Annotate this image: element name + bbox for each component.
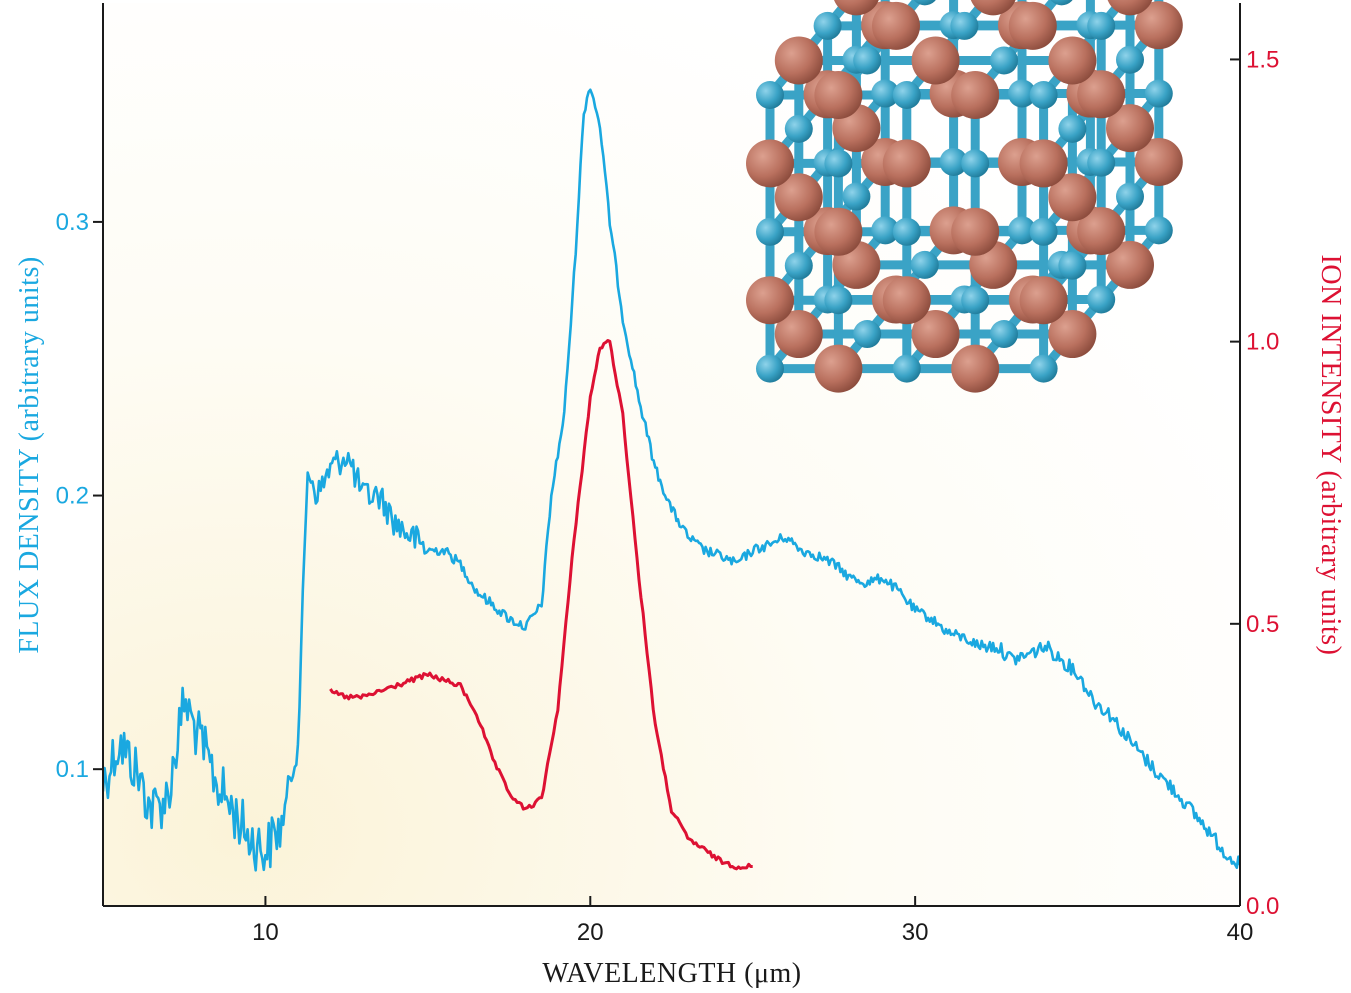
copper-atom xyxy=(834,0,879,16)
copper-atom xyxy=(1134,137,1183,186)
blue-atom xyxy=(939,147,968,176)
copper-atom xyxy=(1048,36,1097,85)
copper-atom xyxy=(1019,139,1068,188)
x-axis-ticks: 10 20 30 40 xyxy=(252,896,1253,946)
x-tick-label: 20 xyxy=(577,919,604,946)
copper-atom xyxy=(911,310,960,359)
right-tick-label: 0.5 xyxy=(1246,611,1279,638)
copper-atom xyxy=(774,36,823,85)
ion-intensity-series xyxy=(329,339,753,871)
blue-atom xyxy=(1087,285,1116,314)
blue-atom xyxy=(1058,251,1087,280)
blue-atom xyxy=(824,149,853,178)
left-axis-ticks: 0.1 0.2 0.3 xyxy=(56,209,103,783)
copper-atom xyxy=(774,173,823,222)
copper-atom xyxy=(970,0,1016,16)
blue-atom xyxy=(756,354,784,383)
blue-atom xyxy=(990,320,1018,349)
right-axis-title: ION INTENSITY (arbitrary units) xyxy=(1315,255,1346,656)
copper-atom xyxy=(1107,0,1153,16)
blue-atom xyxy=(950,11,979,40)
blue-atom xyxy=(961,286,990,315)
copper-atom xyxy=(1106,240,1154,289)
flux-density-series xyxy=(103,88,1240,872)
right-tick-label: 0.0 xyxy=(1246,893,1279,920)
left-axis-title: FLUX DENSITY (arbitrary units) xyxy=(14,256,45,653)
blue-atom xyxy=(1144,216,1173,245)
copper-atom xyxy=(814,207,863,256)
blue-atom xyxy=(1116,45,1144,74)
copper-atom xyxy=(774,310,823,359)
blue-atom xyxy=(892,217,921,246)
blue-atom xyxy=(990,46,1018,75)
blue-atom xyxy=(824,286,853,315)
copper-atom xyxy=(1106,104,1154,153)
copper-atom xyxy=(951,207,1000,256)
copper-atom xyxy=(814,71,863,119)
blue-atom xyxy=(1087,11,1116,40)
blue-atom xyxy=(910,250,939,279)
copper-atom xyxy=(951,344,1000,393)
blue-atom xyxy=(756,81,784,109)
blue-atom xyxy=(1087,148,1116,177)
right-axis-ticks: 0.0 0.5 1.0 1.5 xyxy=(1230,46,1279,920)
copper-atom xyxy=(882,276,931,325)
x-axis-title: WAVELENGTH (μm) xyxy=(542,958,801,989)
copper-atom xyxy=(814,344,863,393)
blue-atom xyxy=(1058,114,1087,143)
copper-atom xyxy=(882,139,931,188)
blue-atom xyxy=(813,11,842,40)
copper-atom xyxy=(1019,276,1068,325)
copper-atom xyxy=(746,276,794,325)
left-tick-label: 0.1 xyxy=(56,756,89,783)
blue-atom xyxy=(1050,0,1073,6)
crystal-lattice-illustration xyxy=(746,0,1183,393)
blue-atom xyxy=(892,81,921,109)
copper-atom xyxy=(951,71,1000,119)
copper-atom xyxy=(1134,1,1183,50)
blue-atom xyxy=(892,354,921,383)
blue-atom xyxy=(1029,81,1058,109)
copper-atom xyxy=(1048,173,1097,222)
left-tick-label: 0.2 xyxy=(56,483,89,510)
copper-atom xyxy=(746,139,794,188)
blue-atom xyxy=(784,251,813,280)
copper-atom xyxy=(872,1,920,50)
blue-atom xyxy=(853,46,882,75)
left-tick-label: 0.3 xyxy=(56,209,89,236)
blue-atom xyxy=(1008,216,1036,245)
blue-atom xyxy=(1116,182,1144,211)
copper-atom xyxy=(911,36,960,85)
copper-atom xyxy=(1048,310,1097,359)
x-tick-label: 30 xyxy=(902,919,929,946)
blue-atom xyxy=(756,217,784,246)
copper-atom xyxy=(1008,1,1057,50)
copper-atom xyxy=(1077,207,1126,256)
blue-atom xyxy=(1029,354,1058,383)
blue-atom xyxy=(871,79,900,108)
blue-atom xyxy=(1144,79,1173,108)
blue-atom xyxy=(784,114,813,143)
right-tick-label: 1.0 xyxy=(1246,329,1279,356)
x-tick-label: 10 xyxy=(252,919,279,946)
blue-atom xyxy=(961,149,990,178)
blue-atom xyxy=(842,182,871,211)
blue-atom xyxy=(913,0,936,6)
blue-atom xyxy=(1029,217,1058,246)
blue-atom xyxy=(1008,79,1036,108)
right-tick-label: 1.5 xyxy=(1246,46,1279,73)
blue-atom xyxy=(853,320,882,349)
copper-atom xyxy=(1077,70,1126,119)
x-tick-label: 40 xyxy=(1227,919,1254,946)
blue-atom xyxy=(871,216,900,245)
